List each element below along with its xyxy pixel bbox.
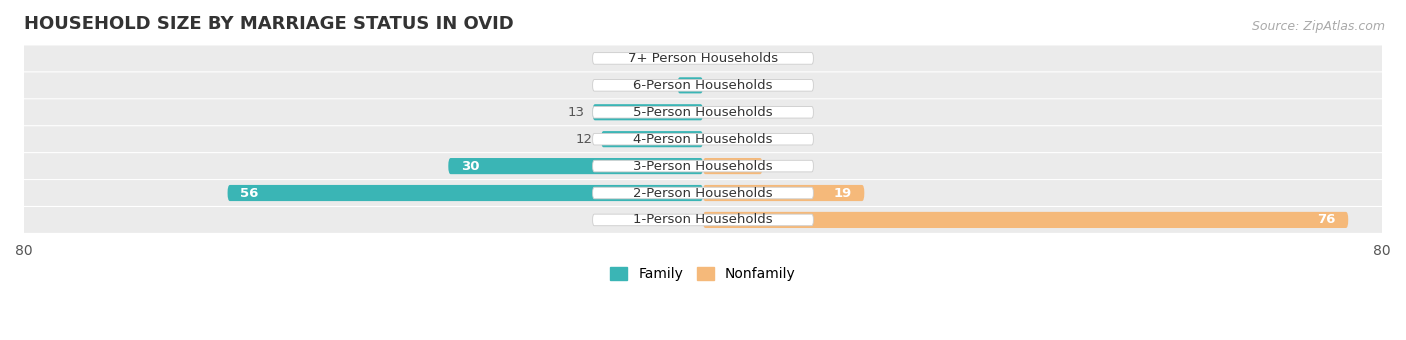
FancyBboxPatch shape: [7, 180, 1399, 206]
Text: 12: 12: [575, 133, 593, 146]
FancyBboxPatch shape: [602, 131, 703, 147]
FancyBboxPatch shape: [593, 133, 813, 145]
FancyBboxPatch shape: [7, 72, 1399, 98]
Text: 0: 0: [716, 52, 724, 65]
FancyBboxPatch shape: [593, 80, 813, 91]
Text: 56: 56: [240, 187, 259, 200]
FancyBboxPatch shape: [593, 214, 813, 226]
Text: Source: ZipAtlas.com: Source: ZipAtlas.com: [1251, 20, 1385, 33]
Text: 2-Person Households: 2-Person Households: [633, 187, 773, 200]
Text: 7+ Person Households: 7+ Person Households: [628, 52, 778, 65]
Text: 0: 0: [682, 52, 690, 65]
FancyBboxPatch shape: [593, 106, 813, 118]
FancyBboxPatch shape: [7, 99, 1399, 125]
FancyBboxPatch shape: [7, 126, 1399, 152]
Text: 7: 7: [770, 159, 779, 173]
FancyBboxPatch shape: [593, 53, 813, 64]
FancyBboxPatch shape: [703, 212, 1348, 228]
Legend: Family, Nonfamily: Family, Nonfamily: [605, 262, 801, 287]
FancyBboxPatch shape: [593, 187, 813, 199]
Text: 0: 0: [682, 214, 690, 226]
Text: 76: 76: [1317, 214, 1336, 226]
Text: 13: 13: [567, 106, 583, 119]
Text: 0: 0: [716, 106, 724, 119]
FancyBboxPatch shape: [678, 77, 703, 94]
Text: 4-Person Households: 4-Person Households: [633, 133, 773, 146]
FancyBboxPatch shape: [703, 185, 865, 201]
FancyBboxPatch shape: [593, 104, 703, 120]
Text: 5-Person Households: 5-Person Households: [633, 106, 773, 119]
FancyBboxPatch shape: [593, 160, 813, 172]
Text: 30: 30: [461, 159, 479, 173]
FancyBboxPatch shape: [7, 46, 1399, 71]
FancyBboxPatch shape: [7, 153, 1399, 179]
Text: 1-Person Households: 1-Person Households: [633, 214, 773, 226]
Text: HOUSEHOLD SIZE BY MARRIAGE STATUS IN OVID: HOUSEHOLD SIZE BY MARRIAGE STATUS IN OVI…: [24, 15, 513, 33]
Text: 3: 3: [661, 79, 669, 92]
Text: 3-Person Households: 3-Person Households: [633, 159, 773, 173]
FancyBboxPatch shape: [228, 185, 703, 201]
FancyBboxPatch shape: [7, 207, 1399, 233]
Text: 6-Person Households: 6-Person Households: [633, 79, 773, 92]
Text: 0: 0: [716, 133, 724, 146]
FancyBboxPatch shape: [703, 158, 762, 174]
Text: 19: 19: [834, 187, 852, 200]
Text: 0: 0: [716, 79, 724, 92]
FancyBboxPatch shape: [449, 158, 703, 174]
